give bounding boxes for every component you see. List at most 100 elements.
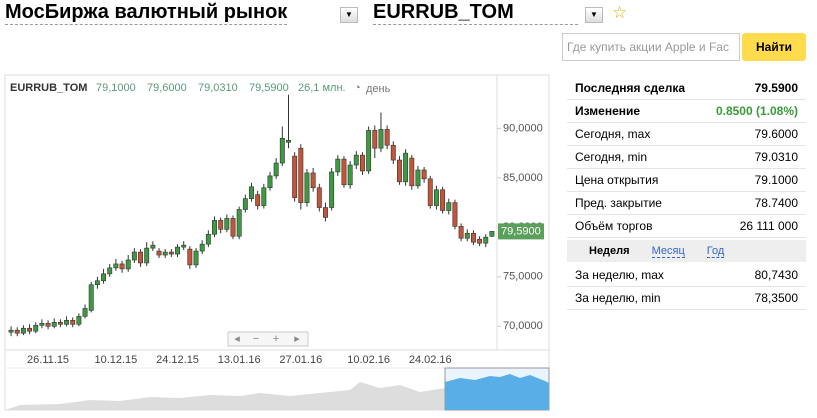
- search-input[interactable]: Где купить акции Apple и Fac: [562, 33, 740, 61]
- candle-body: [8, 329, 14, 333]
- cell-value: 0.8500 (1.08%): [701, 99, 806, 123]
- candle-body: [82, 308, 88, 317]
- candle-body: [39, 322, 45, 326]
- period-tabs: Неделя Месяц Год: [567, 240, 806, 262]
- zoom-in[interactable]: +: [273, 333, 279, 345]
- period-tab[interactable]: Неделя: [589, 245, 630, 257]
- cell-label: За неделю, min: [567, 286, 720, 310]
- zoom-out[interactable]: −: [253, 333, 259, 345]
- candle-body: [144, 247, 150, 264]
- candle-body: [57, 322, 63, 325]
- candle-body: [181, 244, 187, 248]
- candle-body: [464, 232, 470, 239]
- candle-body: [279, 138, 285, 164]
- candle-body: [45, 322, 51, 327]
- cell-value: 26 111 000: [701, 214, 806, 238]
- candle-body: [304, 172, 310, 203]
- cell-value: 80,7430: [719, 264, 806, 287]
- candle-body: [70, 320, 76, 325]
- star-icon[interactable]: ☆: [612, 3, 628, 22]
- volume-label: 26,1 млн.: [298, 82, 346, 94]
- candle-body: [470, 232, 476, 243]
- search-button[interactable]: Найти: [742, 33, 806, 61]
- cell-label: Пред. закрытие: [567, 191, 702, 215]
- ohlc-label: 79,1000: [96, 82, 136, 94]
- zoom-bar: [227, 331, 309, 347]
- market-title[interactable]: МосБиржа валютный рынок: [5, 1, 288, 25]
- cell-value: 78,3500: [719, 286, 806, 310]
- ohlc-label: 79,5900: [249, 82, 289, 94]
- cell-value: 79.6000: [701, 122, 806, 146]
- table-row: Сегодня, min 79.0310: [567, 145, 806, 169]
- scroll-right[interactable]: ▸: [294, 333, 300, 345]
- candle-body: [273, 162, 279, 177]
- candle-body: [255, 194, 261, 206]
- candle-body: [347, 164, 353, 186]
- candle-body: [477, 238, 483, 244]
- candle-body: [483, 236, 489, 244]
- x-tick-label: 27.01.16: [279, 354, 322, 366]
- candle-body: [409, 157, 415, 187]
- candle-body: [125, 259, 131, 270]
- navigator-selected: [445, 374, 549, 410]
- candle-body: [94, 280, 100, 286]
- candle-body: [20, 327, 26, 334]
- period-tab[interactable]: Месяц: [651, 245, 685, 258]
- candle-body: [107, 267, 113, 275]
- candle-body: [168, 251, 174, 255]
- last-price-label: 79,5900: [501, 225, 541, 237]
- candle-body: [64, 320, 70, 325]
- x-tick-label: 26.11.15: [27, 354, 69, 366]
- ticker-title[interactable]: EURRUB_TOM: [373, 0, 578, 25]
- table-row: Пред. закрытие 78.7400: [567, 191, 806, 215]
- scroll-left[interactable]: ◂: [234, 333, 240, 345]
- candle-body: [205, 233, 211, 245]
- cell-label: Объём торгов: [567, 214, 702, 238]
- x-tick-label: 24.02.16: [409, 354, 452, 366]
- x-tick-label: 10.12.15: [94, 354, 137, 366]
- candle-body: [101, 273, 107, 282]
- candle-body: [88, 284, 94, 311]
- y-tick-label: 85,0000: [503, 172, 543, 184]
- cell-label: Последняя сделка: [567, 77, 702, 100]
- period-label: день: [366, 83, 391, 95]
- y-tick-label: 90,0000: [503, 122, 543, 134]
- y-tick-label: 70,0000: [503, 320, 543, 332]
- candle-body: [403, 152, 409, 183]
- candle-body: [452, 202, 458, 227]
- candle-body: [150, 244, 156, 249]
- candle-body: [51, 322, 57, 327]
- candle-body: [440, 189, 446, 211]
- candle-body: [119, 263, 125, 270]
- ohlc-label: 79,0310: [198, 82, 238, 94]
- candle-body: [366, 130, 372, 172]
- navigator-area: [5, 382, 445, 410]
- dropdown[interactable]: ▼: [340, 7, 358, 23]
- period-panel: За неделю, max 80,7430 За неделю, min 78,35…: [567, 264, 806, 310]
- candle-body: [316, 187, 322, 208]
- candle-body: [378, 129, 384, 149]
- candle-body: [199, 243, 205, 252]
- table-row: Последняя сделка 79.5900: [567, 77, 806, 100]
- candle-body: [384, 129, 390, 146]
- candle-body: [286, 139, 291, 143]
- candle-body: [427, 178, 433, 206]
- cell-label: Сегодня, min: [567, 145, 702, 169]
- cell-value: 78.7400: [701, 191, 806, 215]
- candle-body: [131, 251, 137, 261]
- table-row: Сегодня, max 79.6000: [567, 122, 806, 146]
- candle-body: [27, 327, 33, 332]
- candle-body: [433, 189, 439, 206]
- candle-body: [390, 144, 396, 161]
- x-tick-label: 13.01.16: [218, 354, 261, 366]
- ohlc-label: 79,6000: [147, 82, 187, 94]
- period-tab[interactable]: Год: [706, 245, 725, 258]
- candle-body: [212, 220, 217, 235]
- candle-body: [242, 198, 248, 210]
- zoom-controls: ◂ − + ▸: [227, 331, 309, 347]
- chart-frame: [4, 74, 550, 411]
- dropdown[interactable]: ▼: [585, 7, 603, 23]
- candle-body: [249, 186, 254, 199]
- last-price-box: [498, 223, 544, 240]
